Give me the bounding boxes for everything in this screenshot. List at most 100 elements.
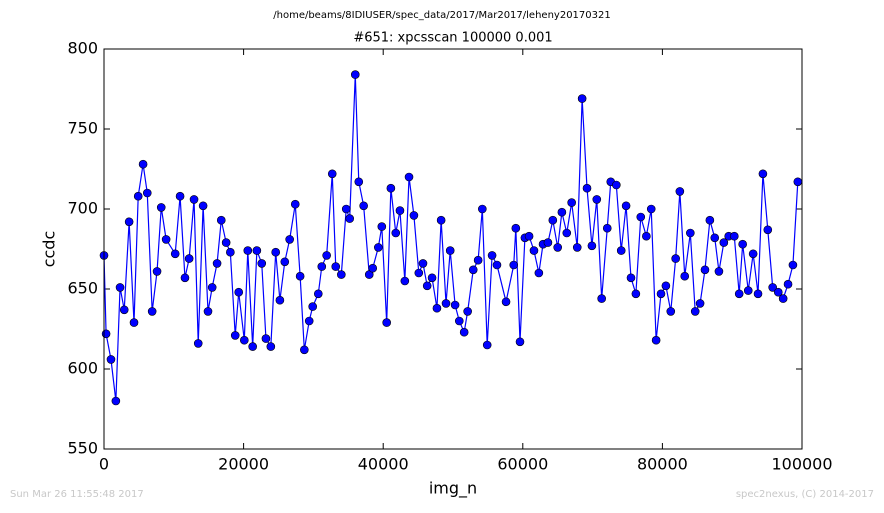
data-point xyxy=(386,183,396,193)
data-point xyxy=(115,283,125,292)
data-point xyxy=(119,305,129,315)
data-point xyxy=(582,183,592,193)
data-point xyxy=(189,195,199,204)
footer-left: Sun Mar 26 11:55:48 2017 xyxy=(10,489,144,500)
data-point xyxy=(337,270,346,279)
data-point xyxy=(404,172,414,182)
data-point xyxy=(193,339,203,348)
data-point xyxy=(487,251,497,260)
data-point xyxy=(275,295,285,305)
data-point xyxy=(548,215,558,225)
data-point xyxy=(459,327,469,337)
data-point xyxy=(509,260,519,270)
data-point xyxy=(515,337,525,347)
footer-right: spec2nexus, (C) 2014-2017 xyxy=(736,489,874,500)
data-point xyxy=(656,289,666,299)
data-point xyxy=(207,283,217,292)
data-point xyxy=(621,201,631,211)
data-point xyxy=(450,300,460,310)
data-point xyxy=(734,289,744,299)
data-point xyxy=(313,289,323,299)
x-tick-label: 60000 xyxy=(497,455,548,474)
data-point xyxy=(317,262,327,271)
chart-title: #651: xpcsscan 100000 0.001 xyxy=(353,31,552,46)
x-tick-label: 100000 xyxy=(771,455,832,474)
data-point xyxy=(463,307,472,316)
data-point xyxy=(743,286,753,295)
y-tick-label: 750 xyxy=(67,119,98,138)
data-point xyxy=(587,241,597,251)
data-point xyxy=(184,254,194,263)
data-point xyxy=(304,316,314,326)
data-point xyxy=(445,246,455,255)
data-point xyxy=(111,396,121,406)
data-point xyxy=(768,283,777,292)
data-point xyxy=(557,207,567,217)
data-point xyxy=(133,191,143,201)
data-point xyxy=(409,211,419,220)
data-point xyxy=(482,340,492,350)
data-point xyxy=(152,267,162,276)
y-tick-label: 700 xyxy=(67,199,98,218)
data-point xyxy=(271,247,281,257)
data-point xyxy=(700,265,710,275)
data-point xyxy=(534,268,544,278)
data-point xyxy=(567,198,576,207)
data-point xyxy=(432,303,442,313)
data-point xyxy=(101,329,111,339)
data-point xyxy=(161,235,171,244)
data-point xyxy=(221,238,231,247)
data-point xyxy=(106,355,116,364)
data-point xyxy=(212,259,222,268)
data-point xyxy=(473,255,483,265)
data-point xyxy=(226,247,235,257)
data-point xyxy=(778,294,788,303)
data-point xyxy=(216,215,226,225)
y-axis-label: ccdc xyxy=(40,231,59,268)
data-point xyxy=(203,307,213,316)
data-point xyxy=(661,281,671,291)
data-point xyxy=(763,225,773,235)
data-point xyxy=(680,271,690,281)
data-point xyxy=(230,331,240,340)
data-point xyxy=(729,231,739,241)
data-point xyxy=(690,307,700,316)
data-point xyxy=(675,187,685,196)
y-tick-label: 650 xyxy=(67,279,98,298)
data-point xyxy=(285,235,294,244)
data-point xyxy=(180,273,190,283)
data-point xyxy=(327,169,337,179)
data-point xyxy=(714,267,724,276)
x-axis-label: img_n xyxy=(429,479,477,499)
data-point xyxy=(753,289,763,299)
data-point xyxy=(234,287,244,297)
data-point xyxy=(783,279,793,289)
data-point xyxy=(671,254,680,263)
data-point xyxy=(350,70,360,79)
data-point xyxy=(468,265,478,275)
data-point xyxy=(705,215,715,225)
data-point xyxy=(243,246,253,255)
data-point xyxy=(266,342,276,351)
data-point xyxy=(695,299,705,308)
data-point xyxy=(382,318,391,327)
data-point xyxy=(719,238,729,247)
data-point xyxy=(414,268,424,278)
suptitle: /home/beams/8IDIUSER/spec_data/2017/Mar2… xyxy=(273,10,610,21)
data-point xyxy=(454,316,464,326)
data-point xyxy=(501,297,511,307)
data-point xyxy=(198,201,208,211)
data-point xyxy=(252,246,262,255)
data-point xyxy=(422,281,432,291)
data-point xyxy=(577,94,587,103)
data-point xyxy=(300,345,309,355)
data-point xyxy=(666,307,676,316)
y-tick-label: 550 xyxy=(67,439,98,458)
data-point xyxy=(710,233,720,243)
data-point xyxy=(368,263,378,273)
data-point xyxy=(572,243,582,252)
data-point xyxy=(529,246,539,255)
data-point xyxy=(156,203,166,212)
